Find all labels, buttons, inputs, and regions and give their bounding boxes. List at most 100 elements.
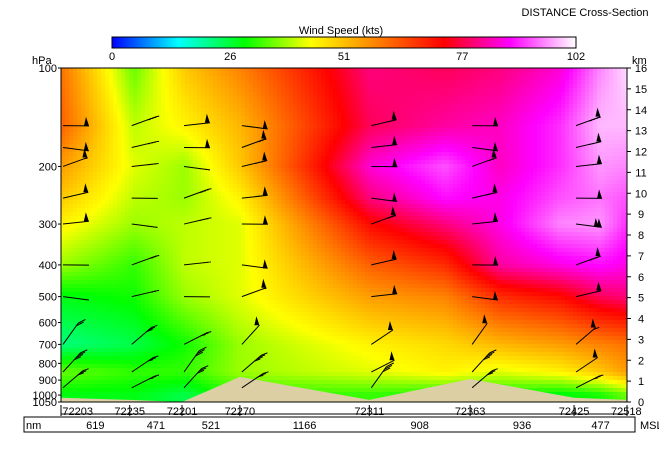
speed-cell [117, 376, 122, 381]
speed-cell [125, 360, 130, 365]
speed-cell [189, 100, 194, 105]
speed-cell [141, 320, 146, 325]
speed-cell [221, 348, 226, 353]
speed-cell [73, 288, 78, 293]
speed-cell [61, 236, 66, 241]
speed-cell [113, 144, 118, 149]
speed-cell [73, 72, 78, 77]
speed-cell [181, 124, 186, 129]
speed-cell [109, 176, 114, 181]
speed-cell [245, 216, 250, 221]
speed-cell [101, 216, 106, 221]
speed-cell [97, 140, 102, 145]
speed-cell [181, 268, 186, 273]
speed-cell [121, 232, 126, 237]
speed-cell [149, 136, 154, 141]
speed-cell [277, 212, 282, 217]
speed-cell [125, 344, 130, 349]
speed-cell [201, 336, 206, 341]
speed-cell [209, 268, 214, 273]
speed-cell [237, 312, 242, 317]
speed-cell [65, 84, 70, 89]
speed-cell [181, 312, 186, 317]
speed-cell [293, 180, 298, 185]
speed-cell [65, 176, 70, 181]
speed-cell [257, 164, 262, 169]
speed-cell [109, 140, 114, 145]
speed-cell [85, 80, 90, 85]
speed-cell [221, 236, 226, 241]
speed-cell [77, 84, 82, 89]
speed-cell [65, 116, 70, 121]
speed-cell [209, 128, 214, 133]
speed-cell [81, 208, 86, 213]
speed-cell [173, 300, 178, 305]
speed-cell [85, 276, 90, 281]
speed-cell [65, 92, 70, 97]
speed-cell [253, 124, 258, 129]
speed-cell [241, 352, 246, 357]
speed-cell [145, 256, 150, 261]
speed-cell [97, 144, 102, 149]
speed-cell [225, 104, 230, 109]
speed-cell [249, 140, 254, 145]
speed-cell [77, 80, 82, 85]
speed-cell [269, 180, 274, 185]
speed-cell [153, 388, 158, 393]
speed-cell [177, 188, 182, 193]
speed-cell [157, 372, 162, 377]
speed-cell [281, 76, 286, 81]
speed-cell [105, 88, 110, 93]
speed-cell [125, 232, 130, 237]
speed-cell [293, 296, 298, 301]
speed-cell [169, 316, 174, 321]
speed-cell [65, 344, 70, 349]
speed-cell [153, 220, 158, 225]
speed-cell [101, 176, 106, 181]
speed-cell [129, 208, 134, 213]
speed-cell [93, 348, 98, 353]
speed-cell [85, 200, 90, 205]
speed-cell [257, 80, 262, 85]
speed-cell [233, 336, 238, 341]
speed-cell [169, 352, 174, 357]
speed-cell [221, 216, 226, 221]
speed-cell [113, 280, 118, 285]
speed-cell [205, 348, 210, 353]
speed-cell [169, 240, 174, 245]
speed-cell [253, 148, 258, 153]
speed-cell [197, 372, 202, 377]
speed-cell [225, 340, 230, 345]
speed-cell [213, 76, 218, 81]
speed-cell [289, 280, 294, 285]
speed-cell [73, 276, 78, 281]
speed-cell [269, 364, 274, 369]
speed-cell [61, 156, 66, 161]
speed-cell [273, 360, 278, 365]
speed-cell [265, 144, 270, 149]
speed-cell [245, 208, 250, 213]
speed-cell [153, 192, 158, 197]
speed-cell [277, 84, 282, 89]
speed-cell [65, 140, 70, 145]
speed-cell [117, 360, 122, 365]
speed-cell [69, 92, 74, 97]
speed-cell [181, 144, 186, 149]
speed-cell [89, 288, 94, 293]
speed-cell [73, 136, 78, 141]
speed-cell [185, 164, 190, 169]
speed-cell [109, 152, 114, 157]
speed-cell [233, 300, 238, 305]
speed-cell [245, 116, 250, 121]
speed-cell [197, 364, 202, 369]
speed-cell [193, 148, 198, 153]
speed-cell [217, 300, 222, 305]
speed-cell [201, 264, 206, 269]
speed-cell [141, 160, 146, 165]
speed-cell [101, 332, 106, 337]
speed-cell [193, 264, 198, 269]
speed-cell [81, 228, 86, 233]
speed-cell [69, 184, 74, 189]
speed-cell [69, 352, 74, 357]
speed-cell [117, 80, 122, 85]
